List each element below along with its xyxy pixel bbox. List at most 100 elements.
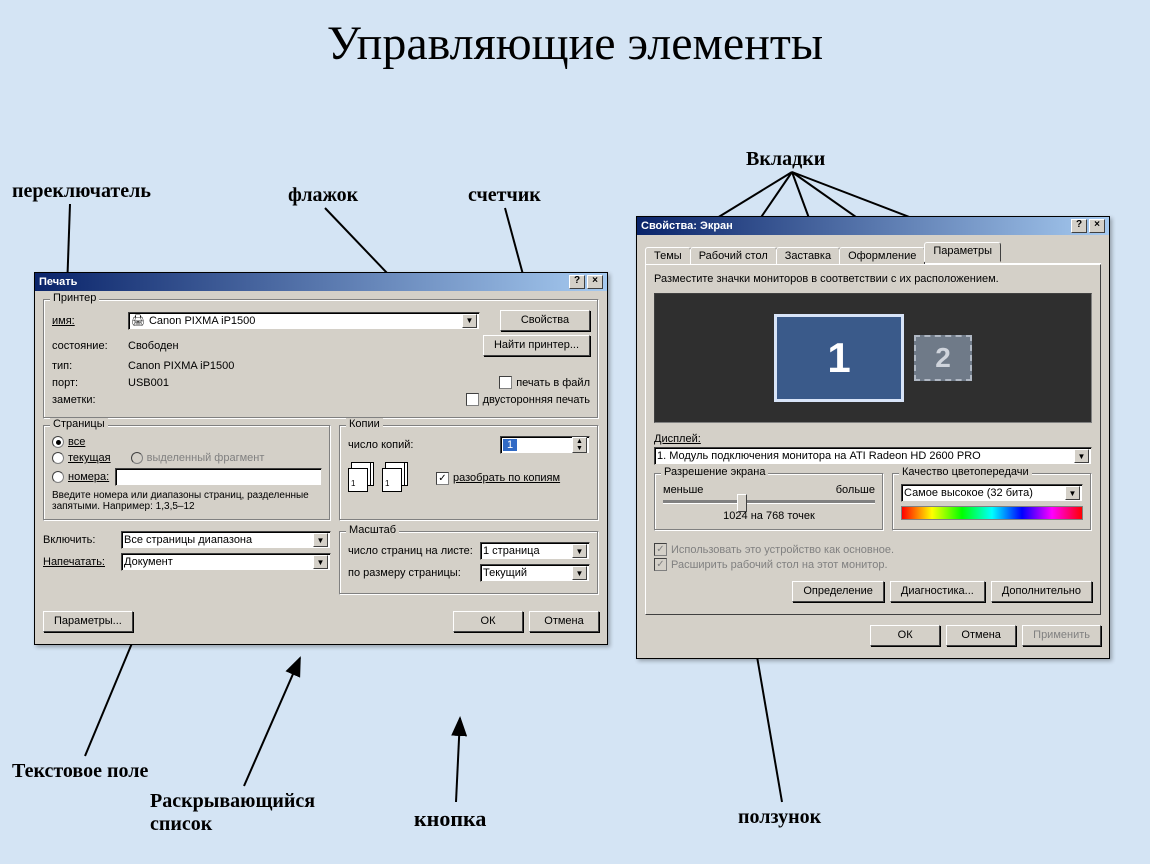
pages-numbers-label: номера: [68, 471, 109, 483]
properties-button[interactable]: Свойства [500, 310, 590, 331]
print-dialog: Печать ? × Принтер имя: 🖨 Canon PIXMA iP… [34, 272, 608, 645]
ok-button[interactable]: ОК [870, 625, 940, 646]
troubleshoot-button[interactable]: Диагностика... [890, 581, 985, 602]
scale-group-legend: Масштаб [346, 524, 399, 536]
tabs: Темы Рабочий стол Заставка Оформление Па… [645, 243, 1101, 264]
duplex-label: двусторонняя печать [483, 394, 590, 406]
fit-value: Текущий [483, 567, 527, 579]
notes-label: заметки: [52, 394, 122, 406]
cancel-button[interactable]: Отмена [529, 611, 599, 632]
spin-up-icon[interactable]: ▲ [576, 438, 583, 445]
pages-group: Страницы все текущая выделенный фрагмент [43, 425, 331, 521]
pages-group-legend: Страницы [50, 418, 108, 430]
pages-numbers-radio[interactable]: номера: [52, 471, 109, 483]
monitor-2[interactable]: 2 [914, 335, 972, 381]
chevron-down-icon: ▼ [1074, 449, 1089, 463]
include-label: Включить: [43, 534, 115, 546]
display-dialog-titlebar[interactable]: Свойства: Экран ? × [637, 217, 1109, 235]
quality-group: Качество цветопередачи Самое высокое (32… [892, 473, 1092, 531]
res-more-label: больше [836, 484, 875, 496]
color-preview [901, 506, 1083, 520]
printer-name-value: Canon PIXMA iP1500 [149, 315, 255, 327]
pages-all-radio[interactable]: все [52, 436, 322, 448]
tab-themes[interactable]: Темы [645, 247, 691, 264]
tab-desktop[interactable]: Рабочий стол [690, 247, 777, 264]
printer-name-combo[interactable]: 🖨 Canon PIXMA iP1500 ▼ [128, 312, 480, 330]
chevron-down-icon: ▼ [1065, 486, 1080, 500]
pages-current-label: текущая [68, 452, 111, 464]
display-combo[interactable]: 1. Модуль подключения монитора на ATI Ra… [654, 447, 1092, 465]
slide-title: Управляющие элементы [0, 16, 1150, 71]
include-value: Все страницы диапазона [124, 534, 252, 546]
copies-value: 1 [503, 439, 517, 451]
pps-combo[interactable]: 1 страница ▼ [480, 542, 590, 560]
find-printer-button[interactable]: Найти принтер... [483, 335, 590, 356]
port-value: USB001 [128, 377, 493, 389]
pages-numbers-input[interactable] [115, 468, 322, 486]
quality-value: Самое высокое (32 бита) [904, 487, 1033, 499]
tab-settings[interactable]: Параметры [924, 242, 1001, 262]
printwhat-value: Документ [124, 556, 173, 568]
collate-label: разобрать по копиям [453, 472, 560, 484]
fit-combo[interactable]: Текущий ▼ [480, 564, 590, 582]
collate-icon-2: 1 [382, 462, 410, 494]
resolution-legend: Разрешение экрана [661, 466, 768, 478]
fit-label: по размеру страницы: [348, 567, 474, 579]
printer-group: Принтер имя: 🖨 Canon PIXMA iP1500 ▼ Свой… [43, 299, 599, 419]
printer-icon: 🖨 [131, 314, 145, 327]
collate-icon-1: 1 [348, 462, 376, 494]
pages-selection-label: выделенный фрагмент [147, 452, 265, 464]
copies-group-legend: Копии [346, 418, 383, 430]
options-button[interactable]: Параметры... [43, 611, 133, 632]
type-label: тип: [52, 360, 122, 372]
chevron-down-icon: ▼ [572, 544, 587, 558]
extend-checkbox: ✓ Расширить рабочий стол на этот монитор… [654, 558, 1092, 571]
chevron-down-icon: ▼ [462, 314, 477, 328]
printwhat-label: Напечатать: [43, 556, 115, 568]
close-button[interactable]: × [587, 275, 603, 289]
ok-button[interactable]: ОК [453, 611, 523, 632]
spin-down-icon[interactable]: ▼ [576, 445, 583, 452]
state-value: Свободен [128, 340, 477, 352]
print-to-file-label: печать в файл [516, 377, 590, 389]
tab-appearance[interactable]: Оформление [839, 247, 925, 264]
pps-label: число страниц на листе: [348, 545, 474, 557]
callout-checkbox: флажок [288, 184, 358, 207]
include-combo[interactable]: Все страницы диапазона ▼ [121, 531, 331, 549]
collate-checkbox[interactable]: ✓ разобрать по копиям [436, 472, 560, 485]
quality-combo[interactable]: Самое высокое (32 бита) ▼ [901, 484, 1083, 502]
monitor-preview[interactable]: 1 2 [654, 293, 1092, 423]
tab-screensaver[interactable]: Заставка [776, 247, 840, 264]
close-button[interactable]: × [1089, 219, 1105, 233]
callout-textfield: Текстовое поле [12, 760, 148, 783]
res-less-label: меньше [663, 484, 703, 496]
copies-spinner[interactable]: 1 ▲▼ [500, 436, 590, 454]
printer-name-label: имя: [52, 315, 122, 327]
display-dialog-title: Свойства: Экран [641, 220, 733, 232]
print-dialog-titlebar[interactable]: Печать ? × [35, 273, 607, 291]
pages-current-radio[interactable]: текущая [52, 452, 111, 464]
advanced-button[interactable]: Дополнительно [991, 581, 1092, 602]
scale-group: Масштаб число страниц на листе: 1 страни… [339, 531, 599, 595]
callout-spinner: счетчик [468, 184, 541, 207]
monitor-1[interactable]: 1 [774, 314, 904, 402]
cancel-button[interactable]: Отмена [946, 625, 1016, 646]
tab-panel: Разместите значки мониторов в соответств… [645, 264, 1101, 615]
copies-label: число копий: [348, 439, 494, 451]
identify-button[interactable]: Определение [792, 581, 884, 602]
printwhat-combo[interactable]: Документ ▼ [121, 553, 331, 571]
pages-all-label: все [68, 436, 85, 448]
copies-group: Копии число копий: 1 ▲▼ 1 [339, 425, 599, 521]
type-value: Canon PIXMA iP1500 [128, 360, 590, 372]
printer-group-legend: Принтер [50, 292, 99, 304]
print-to-file-checkbox[interactable]: печать в файл [499, 376, 590, 389]
resolution-slider[interactable] [663, 500, 875, 504]
chevron-down-icon: ▼ [572, 566, 587, 580]
use-primary-label: Использовать это устройство как основное… [671, 544, 894, 556]
duplex-checkbox[interactable]: двусторонняя печать [466, 393, 590, 406]
resolution-group: Разрешение экрана меньше больше 1024 на … [654, 473, 884, 531]
help-button[interactable]: ? [569, 275, 585, 289]
monitor-hint: Разместите значки мониторов в соответств… [654, 273, 1092, 285]
res-value: 1024 на 768 точек [663, 510, 875, 522]
help-button[interactable]: ? [1071, 219, 1087, 233]
